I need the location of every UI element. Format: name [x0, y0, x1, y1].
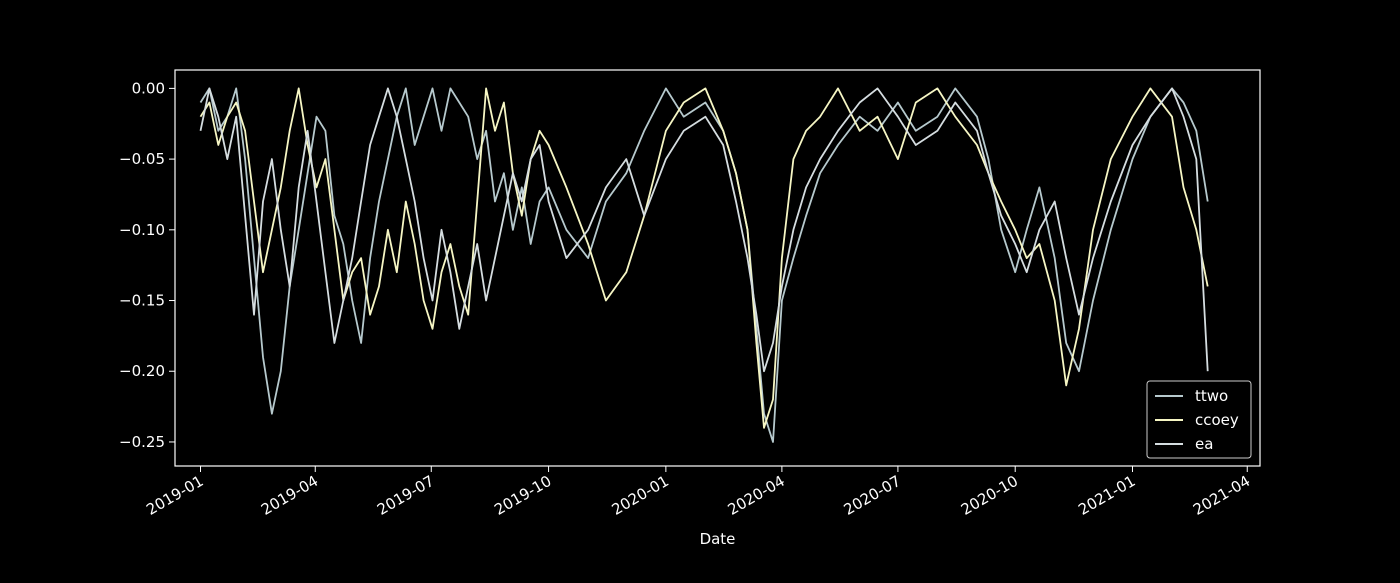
y-tick-label: −0.15	[119, 292, 165, 310]
legend: ttwo ccoey ea	[1146, 380, 1252, 459]
series-line-ccoey	[199, 87, 1209, 429]
legend-box	[1146, 380, 1252, 459]
y-axis: 0.00 −0.05 −0.10 −0.15 −0.20 −0.25	[119, 79, 175, 451]
y-tick-label: −0.25	[119, 433, 165, 451]
series-line-ea	[199, 87, 1209, 373]
series-layer	[199, 87, 1209, 443]
legend-label-ttwo: ttwo	[1195, 387, 1228, 405]
y-tick-label: 0.00	[132, 79, 165, 97]
legend-label-ccoey: ccoey	[1195, 411, 1239, 429]
y-tick-label: −0.10	[119, 221, 165, 239]
x-axis-title: Date	[700, 530, 736, 548]
y-tick-label: −0.05	[119, 150, 165, 168]
legend-label-ea: ea	[1195, 435, 1213, 453]
y-tick-label: −0.20	[119, 362, 165, 380]
axes-frame	[174, 69, 1261, 467]
